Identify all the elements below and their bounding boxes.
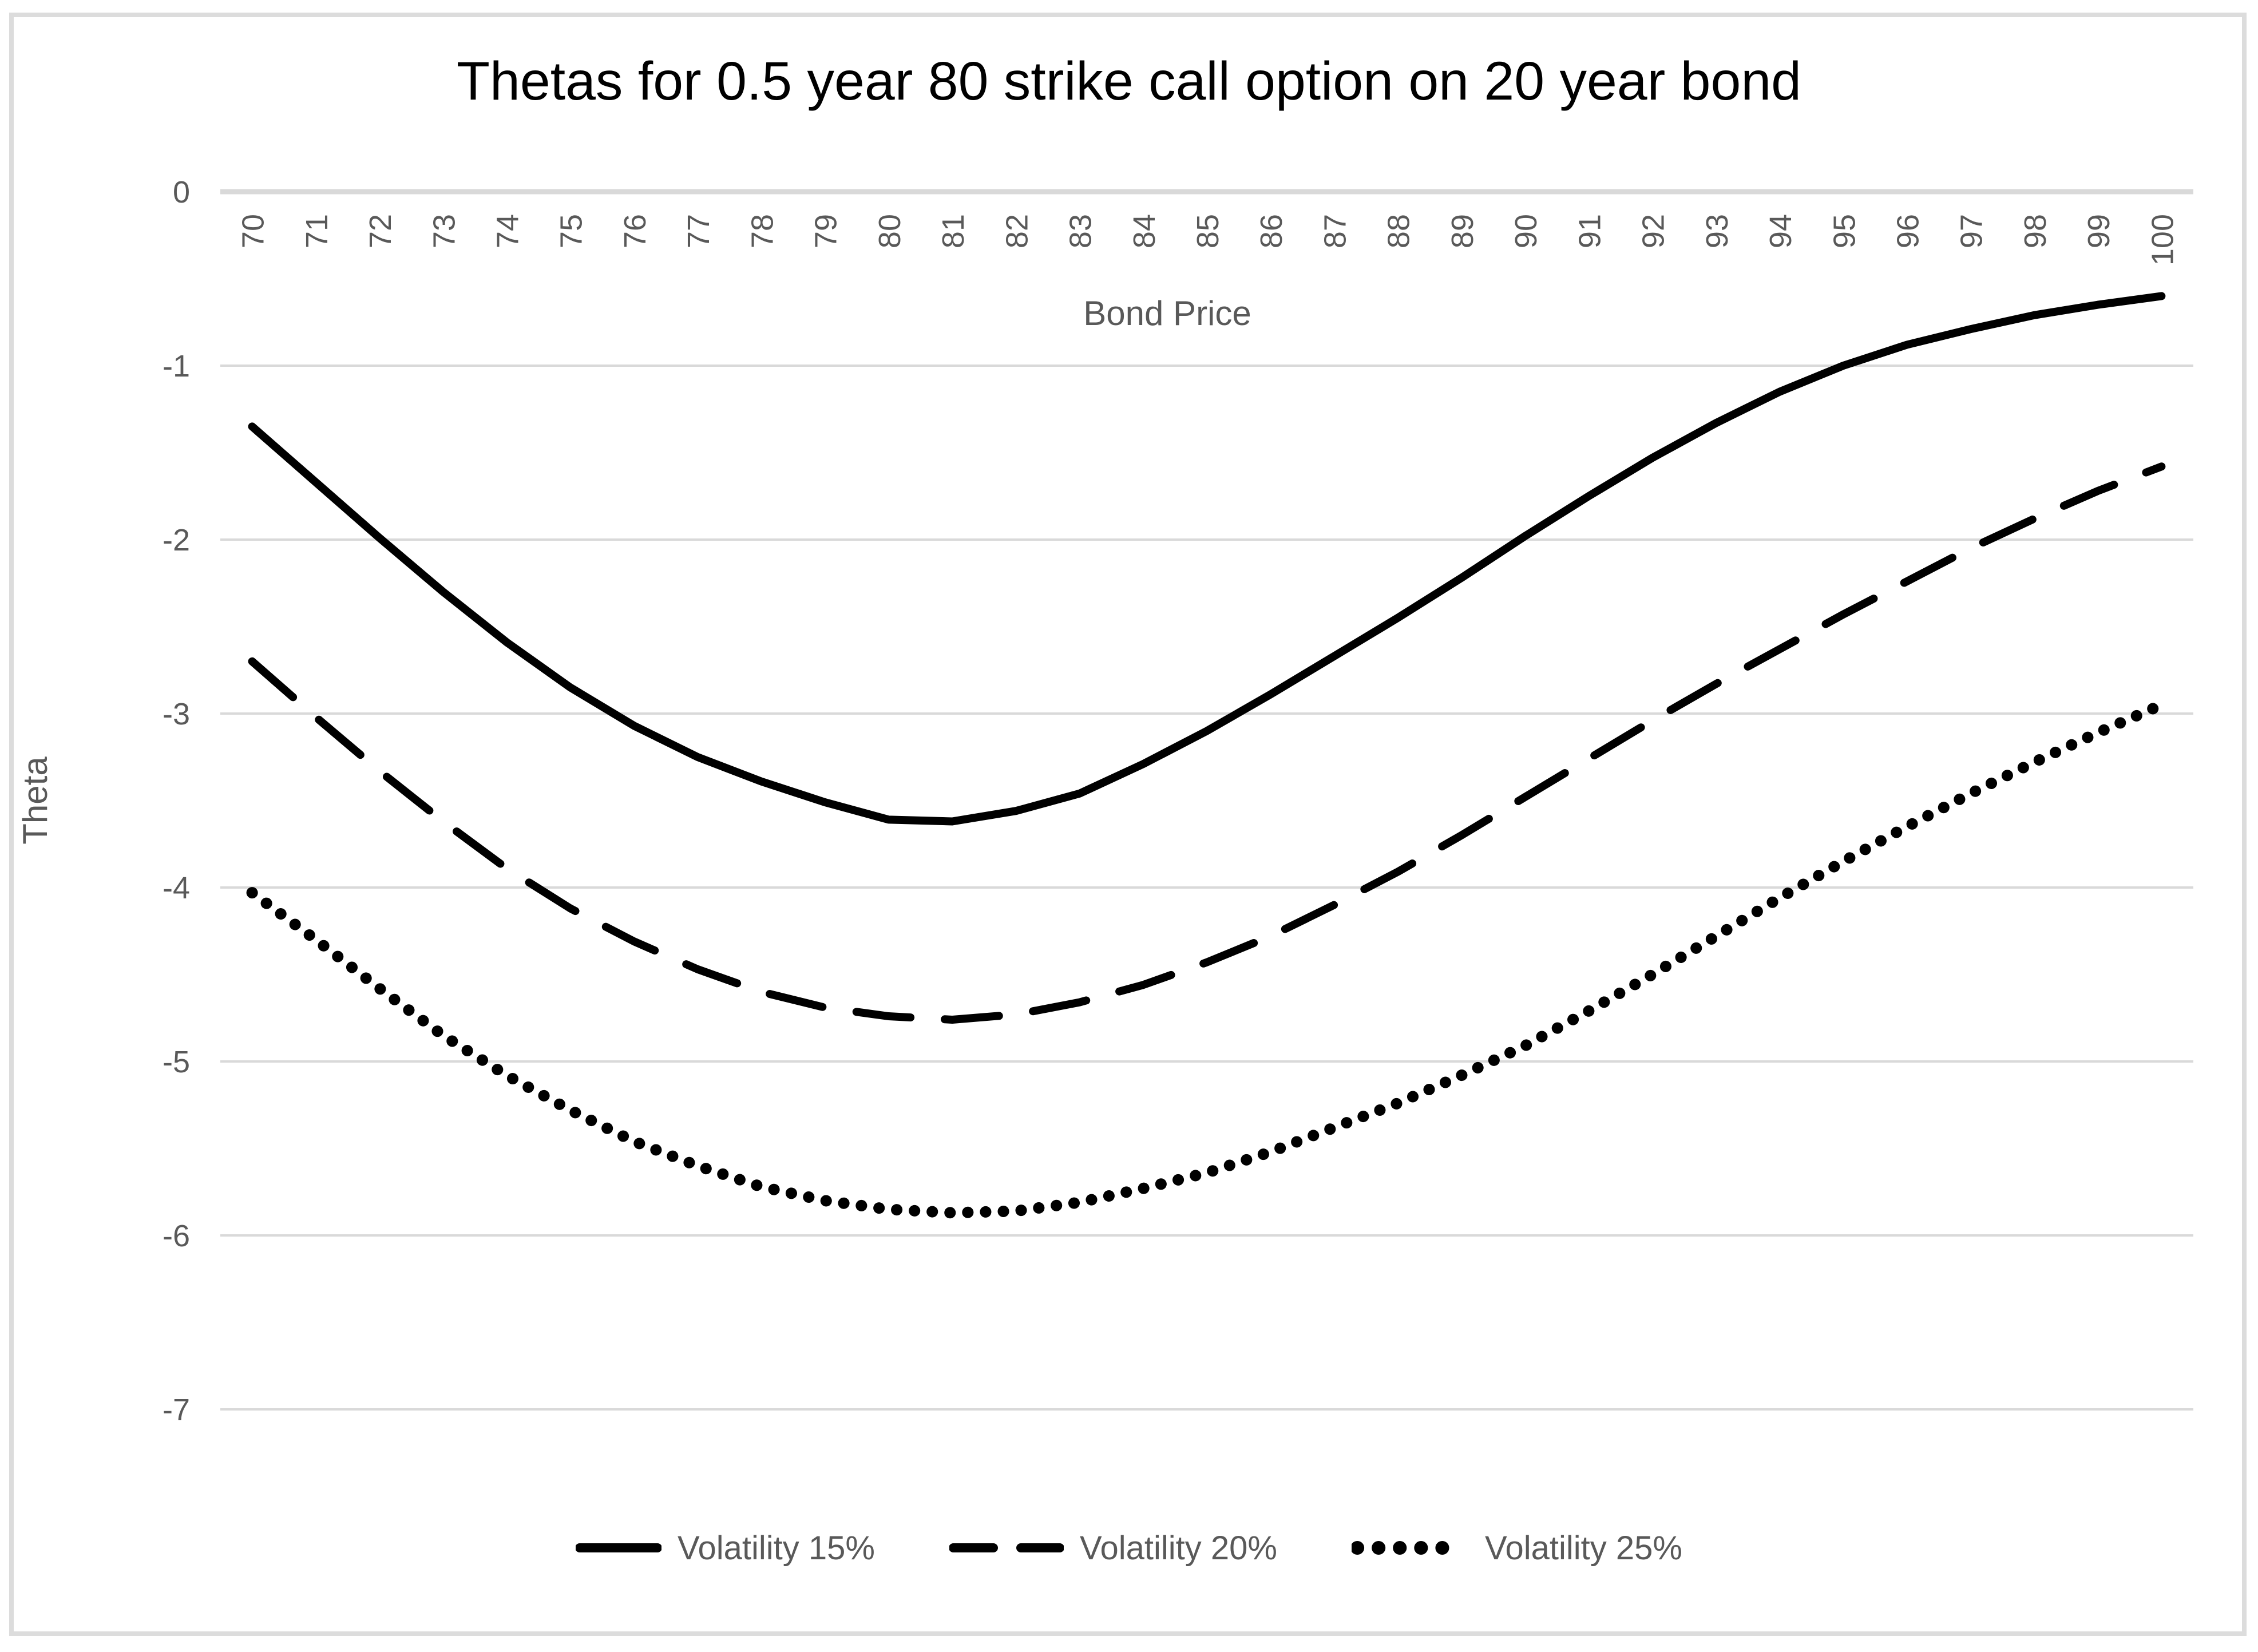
x-axis-tick-label: 95 (1827, 214, 1861, 248)
x-axis-tick-label: 73 (427, 214, 461, 248)
legend: Volatility 15% Volatility 20% Volatility… (0, 1505, 2258, 1591)
x-axis-title: Bond Price (1083, 294, 1251, 332)
x-axis-tick-label: 77 (682, 214, 716, 248)
legend-item-volatility-20: Volatility 20% (949, 1529, 1277, 1567)
legend-swatch-dashed-line-icon (949, 1543, 1064, 1552)
x-axis-tick-label: 71 (300, 214, 334, 248)
x-axis-tick-label: 100 (2145, 214, 2180, 266)
legend-label: Volatility 25% (1484, 1529, 1682, 1567)
x-axis-tick-label: 96 (1891, 214, 1925, 248)
legend-swatch-dotted-line-icon (1351, 1541, 1469, 1555)
y-axis-tick-label: -3 (163, 697, 190, 731)
x-axis-tick-label: 98 (2018, 214, 2053, 248)
x-axis-tick-label: 80 (873, 214, 907, 248)
legend-label: Volatility 20% (1080, 1529, 1277, 1567)
y-axis-tick-label: -6 (163, 1219, 190, 1253)
x-axis-tick-label: 76 (618, 214, 652, 248)
x-axis-tick-label: 78 (745, 214, 779, 248)
x-axis-tick-label: 88 (1382, 214, 1416, 248)
y-axis-tick-label: -2 (163, 523, 190, 557)
x-axis-tick-label: 83 (1064, 214, 1098, 248)
x-axis-tick-label: 70 (236, 214, 271, 248)
legend-item-volatility-15: Volatility 15% (576, 1529, 875, 1567)
series-line-solid-15 (248, 292, 2166, 826)
x-axis-tick-label: 79 (809, 214, 843, 248)
legend-label: Volatility 15% (678, 1529, 875, 1567)
x-axis-tick-label: 85 (1191, 214, 1225, 248)
x-axis-tick-label: 94 (1764, 214, 1798, 248)
y-axis-title: Theta (16, 756, 54, 845)
x-axis-tick-label: 86 (1254, 214, 1289, 248)
x-axis-tick-label: 81 (936, 214, 970, 248)
x-axis-tick-label: 74 (491, 214, 525, 248)
series-line-dotted-25 (246, 699, 2168, 1219)
x-axis-tick-label: 72 (363, 214, 398, 248)
x-axis-tick-label: 84 (1127, 214, 1162, 248)
series-line-dashed-20 (248, 462, 2166, 1024)
x-axis-tick-label: 91 (1572, 214, 1607, 248)
x-axis-tick-label: 82 (1000, 214, 1034, 248)
x-axis-tick-label: 75 (554, 214, 589, 248)
x-axis-tick-label: 99 (2082, 214, 2116, 248)
x-axis-tick-label: 97 (1955, 214, 1989, 248)
legend-swatch-solid-line-icon (576, 1543, 662, 1552)
y-axis-tick-label: -4 (163, 871, 190, 905)
x-axis-tick-label: 89 (1445, 214, 1480, 248)
legend-item-volatility-25: Volatility 25% (1351, 1529, 1682, 1567)
x-axis-tick-label: 92 (1637, 214, 1671, 248)
y-axis-tick-label: -1 (163, 349, 190, 383)
y-axis-tick-label: -7 (163, 1393, 190, 1427)
x-axis-tick-label: 90 (1509, 214, 1543, 248)
chart-title: Thetas for 0.5 year 80 strike call optio… (457, 51, 1801, 112)
x-axis-tick-label: 93 (1700, 214, 1734, 248)
y-axis-tick-label: 0 (173, 175, 190, 209)
x-axis-tick-label: 87 (1318, 214, 1352, 248)
y-axis-tick-label: -5 (163, 1045, 190, 1079)
